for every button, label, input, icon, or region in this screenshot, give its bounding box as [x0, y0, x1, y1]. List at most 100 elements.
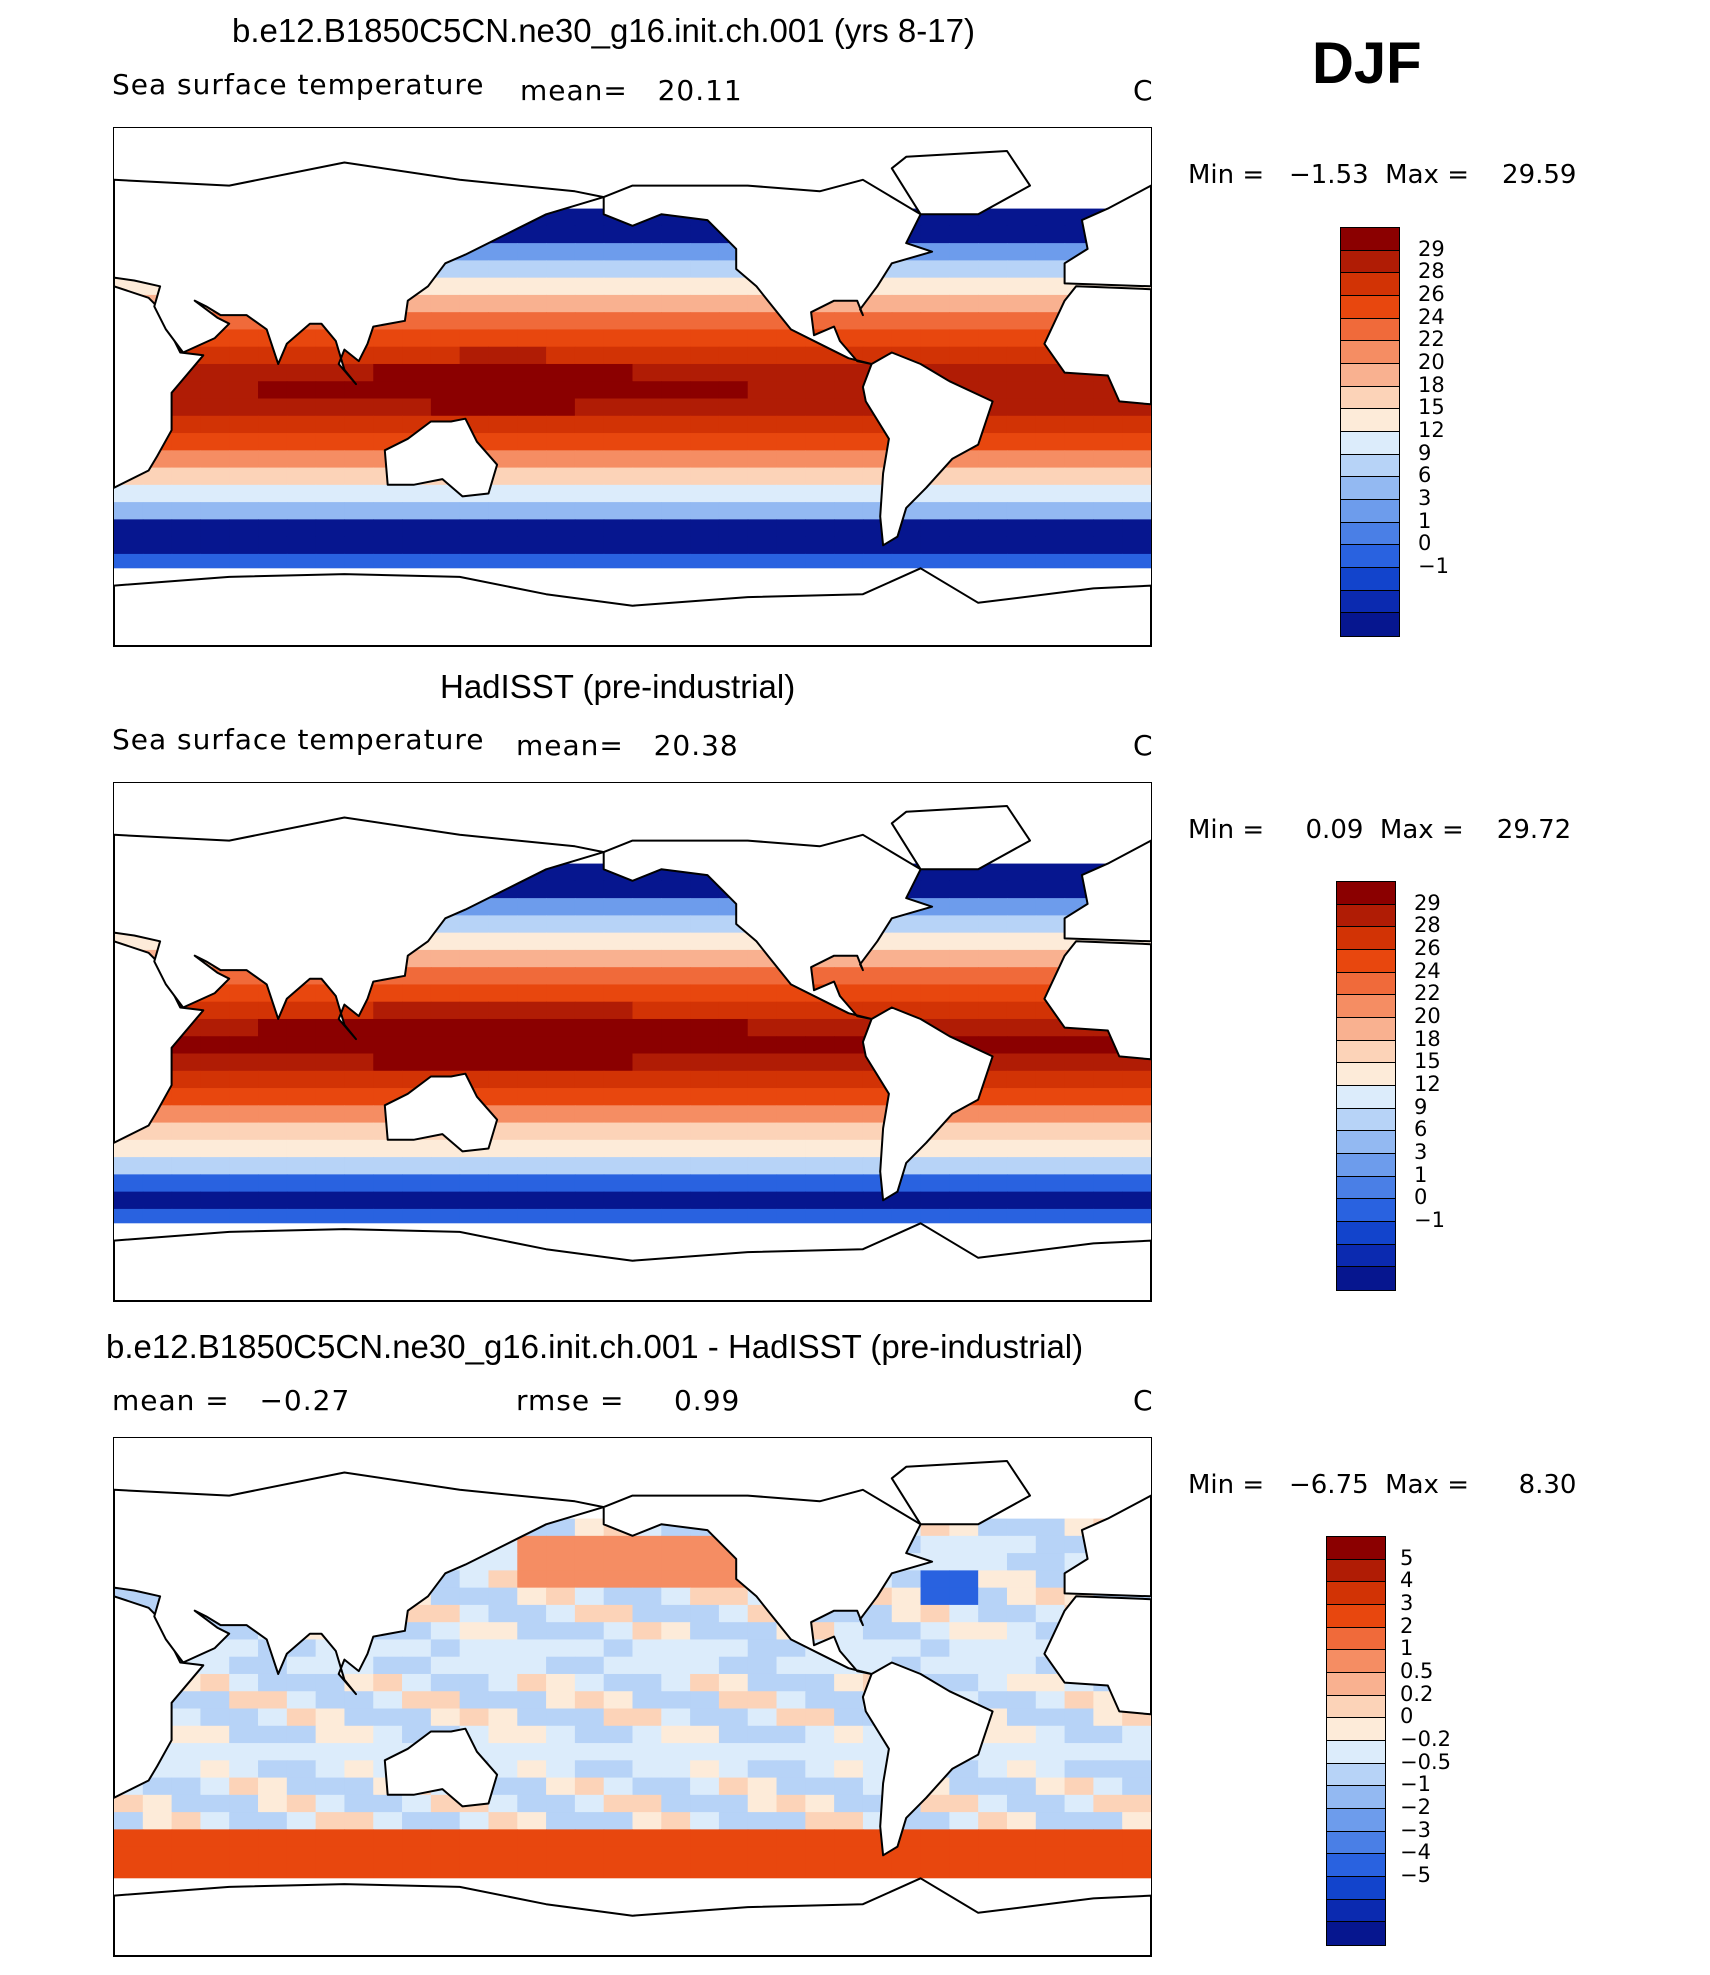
panel-2-minmax: Min = 0.09 Max = 29.72: [1188, 815, 1572, 845]
colorbar-tick-label: −1: [1418, 554, 1449, 578]
colorbar-tick-label: 1: [1414, 1162, 1428, 1187]
colorbar-swatch: [1327, 1627, 1385, 1651]
colorbar-tick-label: −3: [1400, 1817, 1431, 1842]
colorbar-swatch: [1327, 1605, 1385, 1628]
coastline: [861, 1006, 994, 1202]
colorbar-swatch: [1341, 273, 1399, 296]
panel-2-colorbar-ticks: 29 28 26 24 22 20 18 15 12 9 6 3 1 0 −1: [1414, 881, 1494, 1289]
panel-1-units: C: [1133, 74, 1154, 107]
colorbar-swatch: [1341, 568, 1399, 591]
colorbar-tick-label: 28: [1418, 259, 1445, 284]
colorbar-tick-label: 2: [1400, 1613, 1414, 1638]
colorbar-tick-label: −0.2: [1400, 1727, 1451, 1751]
colorbar-swatch: [1337, 904, 1395, 928]
colorbar-swatch: [1327, 1650, 1385, 1673]
colorbar-swatch: [1327, 1695, 1385, 1719]
colorbar-tick-label: 4: [1400, 1568, 1414, 1593]
colorbar-swatch: [1327, 1673, 1385, 1696]
colorbar-tick-label: 24: [1414, 958, 1441, 983]
panel-3-map: [113, 1437, 1152, 1957]
colorbar-tick-label: −1: [1400, 1772, 1431, 1797]
map-field: [114, 783, 1151, 1301]
colorbar-swatch: [1341, 296, 1399, 319]
coastline: [114, 1471, 605, 1696]
colorbar-tick-label: 1: [1400, 1636, 1414, 1661]
coastline: [890, 805, 1031, 871]
colorbar-swatch: [1341, 477, 1399, 500]
colorbar-swatch: [1341, 500, 1399, 523]
colorbar-swatch: [1341, 613, 1399, 636]
colorbar-swatch: [1327, 1741, 1385, 1764]
colorbar-swatch: [1327, 1786, 1385, 1809]
panel-1-map: [113, 127, 1152, 647]
colorbar-swatch: [1327, 1582, 1385, 1605]
colorbar-tick-label: 15: [1414, 1049, 1441, 1074]
coastline: [114, 816, 605, 1041]
colorbar-tick-label: 3: [1414, 1140, 1428, 1164]
coastline: [1043, 285, 1151, 406]
colorbar-tick-label: 28: [1414, 913, 1441, 938]
colorbar-tick-label: 18: [1418, 372, 1445, 397]
colorbar-swatch: [1327, 1718, 1385, 1741]
coastline: [1063, 839, 1151, 943]
colorbar-tick-label: 20: [1414, 1004, 1441, 1028]
colorbar-swatch: [1341, 409, 1399, 432]
colorbar-swatch: [1337, 1267, 1395, 1290]
panel-3-title: b.e12.B1850C5CN.ne30_g16.init.ch.001 - H…: [106, 1328, 1084, 1365]
colorbar-swatch: [1337, 927, 1395, 950]
colorbar-tick-label: 29: [1418, 236, 1445, 261]
colorbar-swatch: [1327, 1899, 1385, 1923]
panel-1-variable-label: Sea surface temperature: [112, 68, 485, 101]
colorbar-tick-label: 22: [1414, 981, 1441, 1006]
colorbar-tick-label: 18: [1414, 1026, 1441, 1051]
panel-2-title: HadISST (pre-industrial): [440, 668, 796, 705]
colorbar-tick-label: 0: [1414, 1185, 1428, 1210]
colorbar-tick-label: 3: [1418, 486, 1432, 510]
panel-3-minmax: Min = −6.75 Max = 8.30: [1188, 1470, 1577, 1500]
panel-1-mean-label: mean= 20.11: [520, 74, 743, 107]
colorbar-swatch: [1337, 882, 1395, 905]
colorbar-swatch: [1341, 341, 1399, 364]
colorbar-swatch: [1341, 228, 1399, 251]
colorbar-swatch: [1337, 1108, 1395, 1132]
colorbar-tick-label: 0.5: [1400, 1659, 1434, 1683]
colorbar-swatch: [1341, 318, 1399, 342]
colorbar-tick-label: 6: [1414, 1117, 1428, 1142]
colorbar-tick-label: 20: [1418, 350, 1445, 374]
colorbar-swatch: [1337, 1131, 1395, 1154]
colorbar-swatch: [1327, 1831, 1385, 1855]
colorbar-swatch: [1327, 1537, 1385, 1560]
colorbar-tick-label: 12: [1418, 418, 1445, 442]
coastline: [383, 417, 499, 498]
colorbar-tick-label: 26: [1418, 282, 1445, 306]
panel-2-variable-label: Sea surface temperature: [112, 723, 485, 756]
colorbar-tick-label: −4: [1400, 1840, 1431, 1865]
panel-3-mean-label: mean = −0.27: [112, 1384, 351, 1417]
map-field: [114, 128, 1151, 646]
colorbar-tick-label: −2: [1400, 1795, 1431, 1819]
coastline: [114, 161, 605, 386]
panel-1-title: b.e12.B1850C5CN.ne30_g16.init.ch.001 (yr…: [232, 12, 975, 49]
panel-1-minmax: Min = −1.53 Max = 29.59: [1188, 160, 1577, 190]
coastline: [602, 833, 934, 1020]
colorbar-swatch: [1337, 1086, 1395, 1109]
colorbar-swatch: [1337, 1199, 1395, 1222]
panel-2-units: C: [1133, 729, 1154, 762]
colorbar-swatch: [1341, 364, 1399, 387]
coastline: [1063, 1494, 1151, 1598]
colorbar-tick-label: 9: [1414, 1094, 1428, 1119]
coastline: [114, 1222, 1151, 1301]
colorbar-swatch: [1337, 1018, 1395, 1041]
colorbar-swatch: [1337, 1063, 1395, 1086]
colorbar-swatch: [1337, 1222, 1395, 1245]
colorbar-swatch: [1341, 454, 1399, 478]
coastline: [383, 1727, 499, 1808]
panel-2-map: [113, 782, 1152, 1302]
colorbar-tick-label: 0: [1418, 531, 1432, 556]
coastline: [890, 1460, 1031, 1526]
colorbar-swatch: [1327, 1922, 1385, 1945]
coastline: [1043, 940, 1151, 1061]
colorbar-tick-label: −1: [1414, 1208, 1445, 1232]
colorbar-tick-label: 5: [1400, 1545, 1414, 1570]
panel-3-colorbar: [1326, 1536, 1386, 1946]
